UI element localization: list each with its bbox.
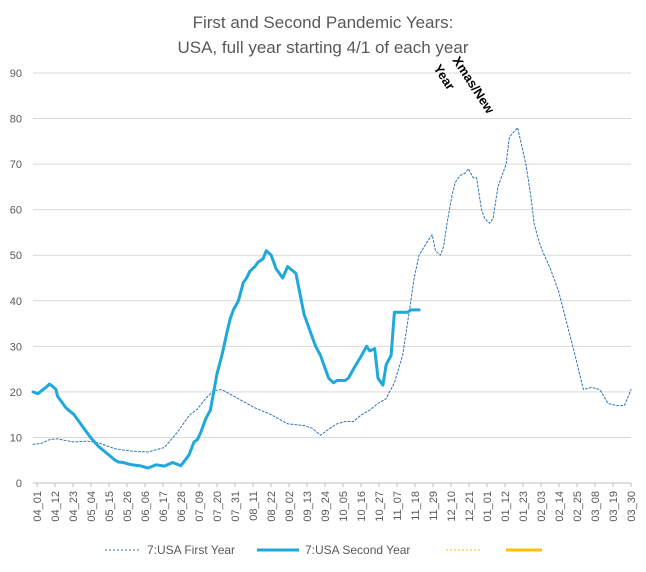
x-tick-label: 07_20 xyxy=(212,491,224,522)
chart-title-line-2: USA, full year starting 4/1 of each year xyxy=(177,38,468,57)
x-tick-label: 08_11 xyxy=(248,491,260,521)
x-tick-label: 06_06 xyxy=(140,491,152,522)
x-tick-label: 05_04 xyxy=(86,491,98,522)
x-tick-label: 04_23 xyxy=(68,491,80,522)
x-tick-label: 01_12 xyxy=(500,491,512,522)
x-tick-label: 06_28 xyxy=(176,491,188,522)
x-tick-label: 11_29 xyxy=(428,491,440,521)
y-tick-label: 20 xyxy=(10,387,22,399)
y-tick-label: 80 xyxy=(10,114,22,126)
y-axis-ticks: 0 10 20 30 40 50 60 70 80 90 xyxy=(10,68,22,490)
x-tick-label: 05_15 xyxy=(104,491,116,522)
x-tick-label: 10_05 xyxy=(338,491,350,522)
y-tick-label: 40 xyxy=(10,296,22,308)
x-tick-label: 09_24 xyxy=(320,491,332,522)
x-tick-label: 01_23 xyxy=(518,491,530,522)
x-tick-label: 05_26 xyxy=(122,491,134,522)
x-tick-label: 07_31 xyxy=(230,491,242,522)
y-tick-label: 60 xyxy=(10,205,22,217)
y-tick-label: 70 xyxy=(10,159,22,171)
x-tick-label: 11_18 xyxy=(410,491,422,521)
y-tick-label: 90 xyxy=(10,68,22,80)
x-tick-label: 11_07 xyxy=(392,491,404,521)
series-line-1 xyxy=(32,127,632,453)
x-tick-label: 02_25 xyxy=(572,491,584,522)
x-tick-label: 09_13 xyxy=(302,491,314,522)
y-tick-label: 50 xyxy=(10,250,22,262)
legend-label-1: 7:USA First Year xyxy=(147,543,235,557)
y-tick-label: 0 xyxy=(16,478,22,490)
x-tick-label: 02_14 xyxy=(554,491,566,522)
x-tick-label: 04_01 xyxy=(32,491,44,522)
x-tick-label: 10_16 xyxy=(356,491,368,522)
chart-title-line-1: First and Second Pandemic Years: xyxy=(193,13,454,32)
x-tick-label: 03_08 xyxy=(590,491,602,522)
xmas-annotation: Xmas/New Year xyxy=(430,53,497,116)
x-tick-label: 12_10 xyxy=(446,491,458,522)
y-tick-label: 10 xyxy=(10,432,22,444)
x-tick-label: 09_02 xyxy=(284,491,296,522)
x-tick-label: 01_01 xyxy=(482,491,494,522)
x-tick-label: 03_30 xyxy=(626,491,638,522)
gridlines xyxy=(33,72,631,484)
x-tick-label: 07_09 xyxy=(194,491,206,522)
series-lines xyxy=(31,127,632,470)
x-tick-label: 06_17 xyxy=(158,491,170,522)
y-tick-label: 30 xyxy=(10,341,22,353)
x-tick-label: 08_22 xyxy=(266,491,278,522)
x-tick-label: 10_27 xyxy=(374,491,386,522)
x-tick-label: 12_21 xyxy=(464,491,476,522)
x-tick-label: 02_03 xyxy=(536,491,548,522)
series-line-2 xyxy=(31,249,421,470)
x-axis-ticks: 04_01 04_12 04_23 05_04 05_15 05_26 06_06 06_17… xyxy=(32,483,638,522)
x-tick-label: 03_19 xyxy=(608,491,620,522)
x-tick-label: 04_12 xyxy=(50,491,62,522)
legend: 7:USA First Year 7:USA Second Year xyxy=(105,543,542,557)
legend-label-2: 7:USA Second Year xyxy=(305,543,410,557)
